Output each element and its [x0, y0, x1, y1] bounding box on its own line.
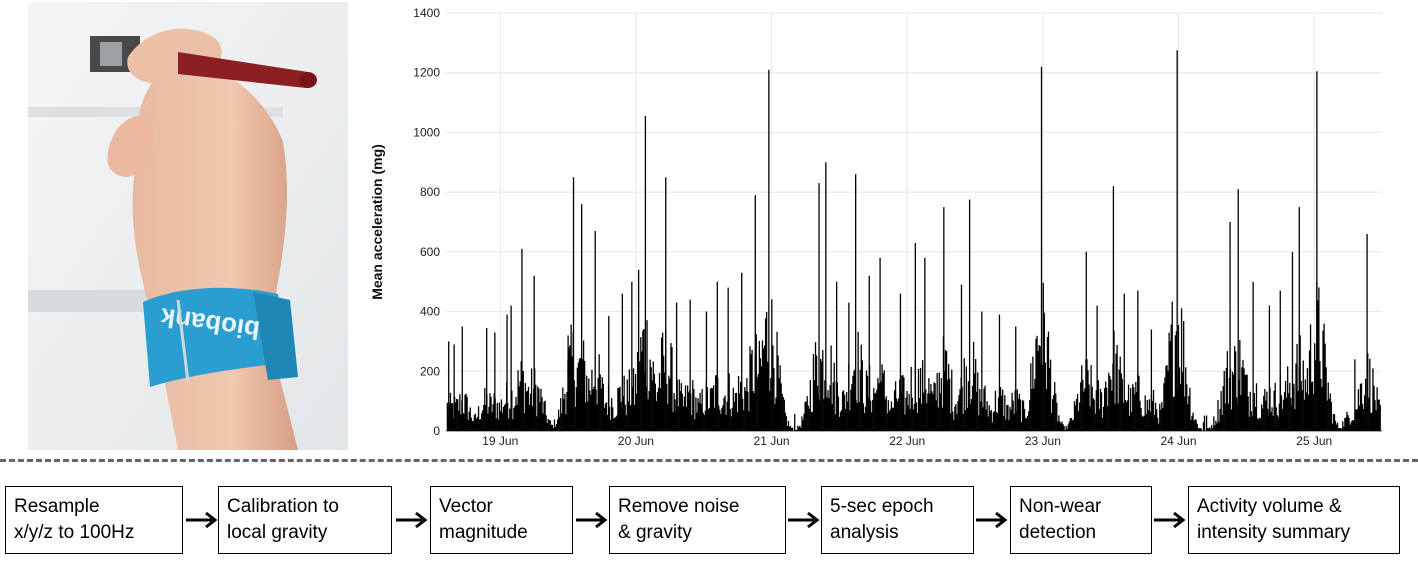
- arrow-right-icon: [1154, 511, 1186, 529]
- acceleration-chart: 0 200 400 600 800 1000 1200 1400 19 Jun 20 Jun 21…: [369, 6, 1382, 448]
- step-label: Vector magnitude: [439, 496, 528, 543]
- x-tick-label: 23 Jun: [1025, 434, 1061, 448]
- section-separator: [0, 459, 1418, 462]
- pipeline-step-activity-summary: Activity volume & intensity summary: [1188, 486, 1400, 554]
- x-tick-label: 25 Jun: [1296, 434, 1332, 448]
- step-label: 5-sec epoch analysis: [830, 496, 934, 543]
- chart-bars: [446, 50, 1381, 431]
- x-axis-ticks: 19 Jun 20 Jun 21 Jun 22 Jun 23 Jun 24 Jun 25 J…: [482, 434, 1332, 448]
- pipeline-step-epoch-analysis: 5-sec epoch analysis: [821, 486, 974, 554]
- y-tick-label: 1200: [413, 66, 440, 80]
- y-axis-label: Mean acceleration (mg): [369, 144, 385, 300]
- step-label: Calibration to local gravity: [227, 496, 339, 543]
- step-label: Non-wear detection: [1019, 496, 1102, 543]
- y-tick-label: 1000: [413, 125, 440, 139]
- x-tick-label: 19 Jun: [482, 434, 518, 448]
- pipeline-step-non-wear: Non-wear detection: [1010, 486, 1152, 554]
- pipeline-step-remove-noise: Remove noise & gravity: [609, 486, 786, 554]
- step-label: Resample x/y/z to 100Hz: [14, 496, 135, 543]
- pipeline-step-resample: Resample x/y/z to 100Hz: [5, 486, 183, 554]
- x-tick-label: 22 Jun: [889, 434, 925, 448]
- y-tick-label: 1400: [413, 6, 440, 20]
- x-tick-label: 20 Jun: [618, 434, 654, 448]
- y-tick-label: 800: [420, 185, 440, 199]
- y-tick-label: 0: [433, 424, 440, 438]
- wrist-accelerometer-photo: biobank: [28, 2, 348, 450]
- arrow-right-icon: [396, 511, 428, 529]
- step-label: Remove noise & gravity: [618, 496, 740, 543]
- y-tick-label: 600: [420, 245, 440, 259]
- x-tick-label: 21 Jun: [754, 434, 790, 448]
- y-axis-ticks: 0 200 400 600 800 1000 1200 1400: [413, 6, 440, 438]
- pipeline-step-calibration: Calibration to local gravity: [218, 486, 392, 554]
- y-tick-label: 200: [420, 364, 440, 378]
- arrow-right-icon: [186, 511, 218, 529]
- arrow-right-icon: [976, 511, 1008, 529]
- y-tick-label: 400: [420, 305, 440, 319]
- pipeline-step-vector-magnitude: Vector magnitude: [430, 486, 573, 554]
- step-label: Activity volume & intensity summary: [1197, 496, 1351, 543]
- x-tick-label: 24 Jun: [1161, 434, 1197, 448]
- arrow-right-icon: [576, 511, 608, 529]
- arrow-right-icon: [788, 511, 820, 529]
